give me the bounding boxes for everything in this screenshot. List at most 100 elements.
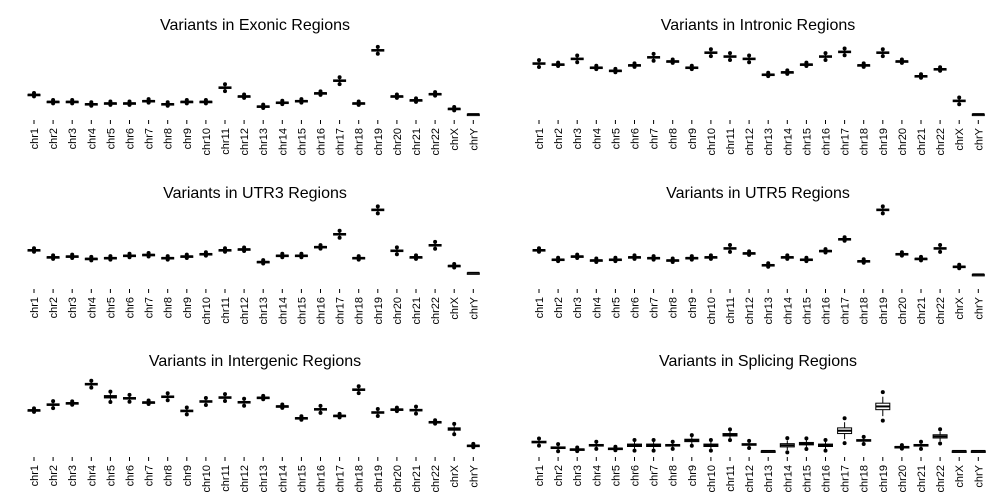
box-chr12 [742, 53, 756, 65]
box-chr14 [779, 436, 795, 455]
box-chr3 [65, 97, 79, 106]
outlier-point [575, 449, 580, 454]
x-tick-label: chr18 [354, 297, 366, 325]
outlier-point [108, 102, 113, 107]
outlier-point [356, 391, 361, 396]
outlier-point [452, 265, 457, 270]
outlier-point [747, 438, 752, 443]
outlier-point [804, 64, 809, 69]
x-tick-label: chr6 [125, 128, 137, 149]
x-tick-label: chr9 [182, 465, 194, 486]
x-tick-label: chr5 [610, 297, 622, 318]
outlier-point [689, 257, 694, 262]
outlier-point [804, 447, 809, 452]
outlier-point [689, 443, 694, 448]
outlier-point [556, 255, 561, 260]
x-tick-label: chr13 [258, 465, 270, 493]
x-tick-label: chr13 [763, 465, 775, 493]
outlier-point [537, 64, 541, 69]
outlier-point [394, 409, 399, 414]
outlier-point [375, 51, 380, 56]
x-tick-label: chr19 [878, 465, 890, 493]
outlier-point [785, 71, 790, 76]
outlier-point [957, 262, 962, 267]
box-chr9 [180, 405, 194, 417]
outlier-point [203, 97, 208, 102]
x-tick-label: chr17 [335, 128, 347, 156]
outlier-point [32, 406, 36, 411]
box-chr20 [390, 245, 404, 257]
box-chr1 [27, 406, 41, 414]
x-tick-label: chr22 [935, 297, 947, 325]
x-tick-label: chr8 [668, 297, 680, 318]
outlier-point [127, 392, 132, 397]
x-tick-label: chr3 [572, 465, 584, 486]
outlier-point [708, 437, 713, 442]
x-tick-label: chr9 [182, 128, 194, 149]
outlier-point [299, 417, 304, 422]
box-chr16 [819, 247, 832, 255]
outlier-point [575, 256, 580, 261]
outlier-point [613, 444, 618, 449]
outlier-point [957, 95, 962, 100]
outlier-point [452, 104, 457, 109]
box-chr18 [857, 257, 871, 265]
x-tick-label: chr12 [239, 297, 251, 325]
box-chrY [466, 271, 480, 275]
x-tick-label: chr13 [258, 297, 270, 325]
box-chr12 [742, 249, 756, 257]
outlier-point [899, 443, 904, 448]
box-chr8 [161, 391, 175, 403]
outlier-point [594, 446, 599, 451]
box-chr13 [760, 449, 776, 453]
outlier-point [375, 211, 380, 216]
x-tick-label: chr4 [591, 128, 603, 149]
x-tick-label: chr2 [553, 465, 565, 486]
x-tick-label: chr21 [411, 297, 423, 325]
outlier-point [842, 235, 847, 240]
box-chr16 [818, 437, 833, 453]
outlier-point [414, 256, 418, 261]
box-chr16 [314, 403, 327, 415]
box-chr20 [894, 443, 910, 451]
x-tick-label: chr14 [277, 297, 289, 325]
outlier-point [261, 397, 266, 402]
x-tick-label: chrY [468, 464, 480, 487]
box-chr8 [161, 254, 175, 262]
x-tick-label: chr14 [782, 297, 794, 325]
x-tick-label: chr9 [687, 128, 699, 149]
outlier-point [899, 57, 904, 62]
box-chrY [971, 113, 985, 117]
box-chr2 [551, 255, 565, 264]
outlier-point [318, 89, 323, 94]
x-tick-label: chr20 [897, 128, 909, 156]
outlier-point [556, 442, 561, 447]
outlier-point [823, 250, 828, 255]
outlier-point [356, 257, 361, 262]
box-chr11 [218, 246, 232, 254]
box-chr12 [237, 92, 251, 100]
x-tick-label: chr18 [859, 128, 871, 156]
outlier-point [223, 82, 227, 87]
box-chr7 [142, 251, 156, 259]
outlier-point [223, 89, 227, 94]
outlier-point [537, 249, 541, 254]
box-chr1 [532, 246, 546, 254]
box-chr1 [27, 246, 41, 254]
box-chr16 [314, 89, 327, 97]
x-tick-label: chr4 [86, 465, 98, 486]
box-chr15 [798, 436, 814, 452]
outlier-point [146, 398, 151, 403]
box-chr8 [666, 57, 680, 65]
box-chrX [951, 449, 967, 453]
x-tick-label: chr22 [430, 465, 442, 493]
outlier-point [261, 393, 266, 398]
chart-panel-5: Variants in Intergenic Regions chr1 chr2 ch… [27, 353, 480, 493]
outlier-point [146, 402, 151, 406]
box-chr17 [838, 46, 852, 58]
outlier-point [261, 106, 266, 111]
outlier-point [919, 258, 923, 263]
x-tick-label: chr13 [763, 128, 775, 156]
x-tick-label: chr20 [392, 297, 404, 325]
outlier-point [146, 100, 151, 105]
